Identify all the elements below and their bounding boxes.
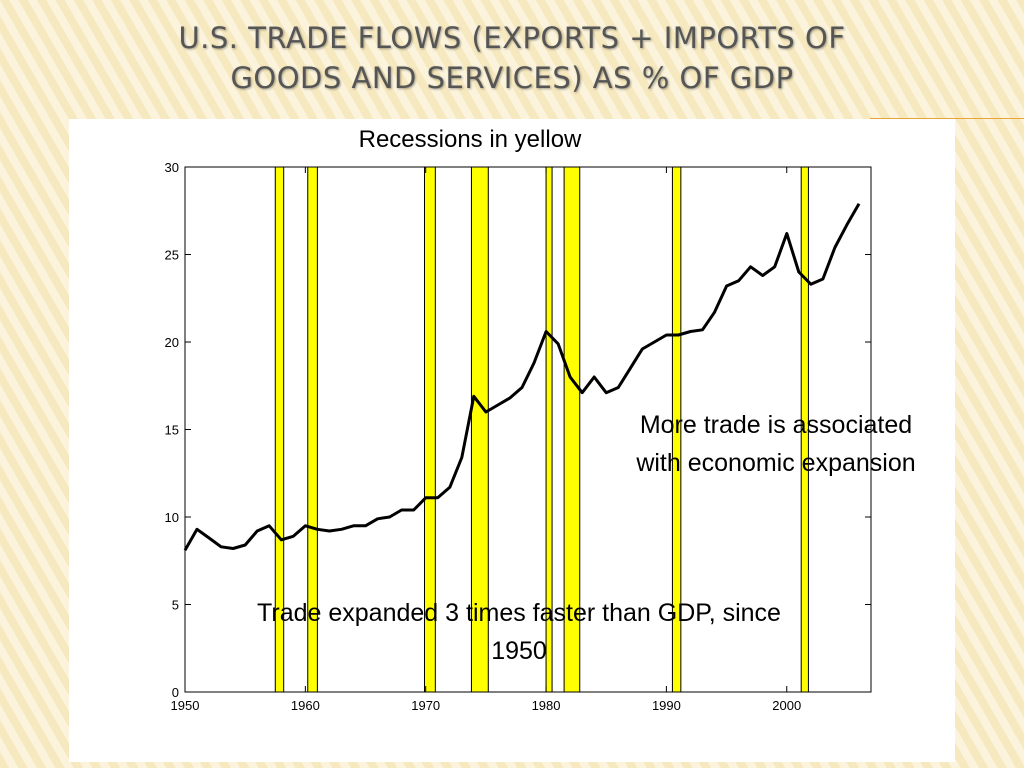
axis-ticks: 1950 1960 1970 1980 1990 2000 0 5 10 15 20 25 30	[165, 160, 871, 713]
recessions-annotation: Recessions in yellow	[359, 126, 582, 153]
trade-share-line	[183, 203, 861, 552]
accent-line	[870, 118, 1024, 119]
x-tick-label: 1950	[171, 698, 200, 713]
series-layer	[183, 203, 861, 552]
y-tick-label: 15	[165, 423, 179, 438]
x-tick-label: 1970	[411, 698, 440, 713]
y-tick-label: 25	[165, 248, 179, 263]
trade-growth-annotation-line-2: 1950	[491, 637, 547, 665]
trade-chart: 1950 1960 1970 1980 1990 2000 0 5 10 15 20 25 30 Rec…	[165, 126, 916, 713]
y-tick-label: 10	[165, 510, 179, 525]
x-tick-label: 1990	[652, 698, 681, 713]
y-tick-label: 30	[165, 160, 179, 175]
y-tick-label: 5	[172, 598, 179, 613]
x-tick-label: 2000	[772, 698, 801, 713]
expansion-annotation-line-2: with economic expansion	[635, 449, 915, 477]
x-tick-label: 1980	[532, 698, 561, 713]
expansion-annotation-line-1: More trade is associated	[640, 411, 912, 439]
y-tick-label: 0	[172, 685, 179, 700]
x-tick-label: 1960	[291, 698, 320, 713]
trade-growth-annotation-line-1: Trade expanded 3 times faster than GDP, …	[257, 599, 781, 627]
slide-title: U.S. Trade Flows (Exports + Imports of G…	[178, 21, 846, 95]
y-tick-label: 20	[165, 335, 179, 350]
chart-figure: 1950 1960 1970 1980 1990 2000 0 5 10 15 20 25 30 Rec…	[69, 119, 955, 762]
